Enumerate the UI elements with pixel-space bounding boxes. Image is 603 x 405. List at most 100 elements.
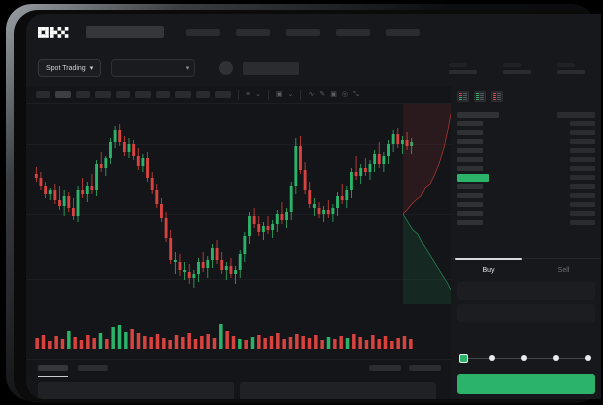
timeframe-button-6[interactable]	[135, 91, 151, 98]
camera-icon[interactable]: ▣	[330, 91, 337, 98]
timeframe-button-4[interactable]	[95, 91, 111, 98]
tab-sell-label: Sell	[557, 267, 570, 274]
ticker-stat-1-label	[449, 62, 467, 67]
orders-card-2[interactable]	[240, 382, 436, 399]
tab-buy[interactable]: Buy	[451, 258, 526, 282]
orderbook-last-price	[457, 173, 489, 182]
chart-gridline	[26, 214, 451, 215]
okx-logo-icon[interactable]	[38, 26, 72, 38]
orderbook-view-asks-icon[interactable]	[491, 91, 503, 102]
toolbar-divider-1	[238, 89, 239, 100]
bottom-tab-1[interactable]	[38, 365, 68, 371]
amount-slider-stop[interactable]	[521, 355, 527, 361]
price-chart[interactable]	[26, 104, 451, 359]
timeframe-button-3[interactable]	[76, 91, 90, 98]
order-amount-input[interactable]	[457, 304, 595, 322]
orderbook-bid-row[interactable]	[457, 182, 595, 191]
order-book[interactable]	[451, 107, 601, 227]
chart-type-icon[interactable]: ▣	[275, 91, 283, 98]
chevron-down-icon: ▾	[185, 65, 190, 72]
pair-select[interactable]: ▾	[111, 59, 196, 77]
amount-slider-stop[interactable]	[489, 355, 495, 361]
orderbook-ask-row[interactable]	[457, 119, 595, 128]
order-form	[451, 282, 601, 394]
timeframe-button-9[interactable]	[196, 91, 210, 98]
trading-mode-label: Spot Trading	[46, 64, 86, 72]
submit-buy-button[interactable]	[457, 374, 595, 394]
indicators-icon[interactable]: ≡	[246, 91, 251, 98]
tab-buy-label: Buy	[482, 267, 495, 274]
device-frame: Spot Trading ▾ ▾	[6, 4, 601, 403]
timeframe-button-8[interactable]	[175, 91, 191, 98]
order-form-tabs: Buy Sell	[451, 258, 601, 282]
pair-name-placeholder	[243, 61, 300, 75]
line-tool-icon[interactable]: ∿	[308, 91, 315, 98]
orderbook-bid-row[interactable]	[457, 191, 595, 200]
amount-slider-stop[interactable]	[553, 355, 559, 361]
app-screen: Spot Trading ▾ ▾	[26, 14, 601, 399]
chevron-down-icon: ▾	[89, 65, 94, 72]
orders-panel	[26, 359, 451, 399]
orderbook-last-price-row	[457, 173, 595, 182]
timeframe-button-7[interactable]	[156, 91, 170, 98]
nav-item-5[interactable]	[386, 28, 420, 36]
bottom-tab-2[interactable]	[78, 365, 108, 371]
trading-subheader: Spot Trading ▾ ▾	[26, 50, 601, 86]
amount-slider-handle[interactable]	[459, 354, 468, 363]
orderbook-col-price-header	[457, 111, 499, 118]
orders-card-1[interactable]	[38, 382, 234, 399]
chart-gridline	[26, 144, 451, 145]
okx-logo-glyph	[38, 26, 69, 38]
nav-item-4[interactable]	[336, 28, 370, 36]
orderbook-ask-row[interactable]	[457, 164, 595, 173]
tab-sell[interactable]: Sell	[526, 259, 601, 282]
volume-series	[35, 324, 413, 349]
pair-avatar	[219, 61, 234, 75]
amount-slider-stop[interactable]	[585, 355, 591, 361]
trading-mode-selector[interactable]: Spot Trading ▾	[38, 59, 102, 77]
settings-icon[interactable]: ◎	[341, 91, 348, 98]
market-depth-overlay	[403, 104, 451, 304]
global-search-input[interactable]	[86, 26, 164, 38]
ticker-stat-3-label	[557, 62, 575, 67]
chart-toolbar: ≡ ⌄ ▣ ⌄ ∿ ✎ ▣ ◎ ⤡	[26, 86, 451, 104]
timeframe-button-5[interactable]	[116, 91, 130, 98]
timeframe-button-1[interactable]	[36, 91, 50, 98]
ticker-stat-3-value	[557, 69, 585, 74]
nav-item-1[interactable]	[186, 28, 220, 36]
orderbook-bid-row[interactable]	[457, 200, 595, 209]
ticker-stat-2-label	[503, 62, 521, 67]
ticker-stat-1-value	[449, 69, 477, 74]
amount-slider[interactable]	[459, 354, 593, 364]
bottom-tab-1-underline	[38, 376, 68, 377]
orderbook-and-order-form: Buy Sell	[451, 86, 601, 399]
order-price-input[interactable]	[457, 282, 595, 300]
top-navigation-bar	[26, 14, 601, 50]
orderbook-ask-row[interactable]	[457, 137, 595, 146]
bottom-action-1[interactable]	[369, 365, 401, 371]
chevron-down-icon[interactable]: ⌄	[255, 91, 261, 98]
orderbook-view-bids-icon[interactable]	[474, 91, 486, 102]
toolbar-divider-3	[300, 89, 302, 100]
orderbook-col-size-header	[557, 111, 595, 118]
orderbook-view-both-icon[interactable]	[457, 91, 469, 102]
bottom-action-2[interactable]	[409, 365, 441, 371]
chevron-down-icon-2[interactable]: ⌄	[287, 91, 294, 98]
nav-item-2[interactable]	[236, 28, 270, 36]
pencil-icon[interactable]: ✎	[319, 91, 326, 98]
orderbook-bid-row[interactable]	[457, 218, 595, 227]
toolbar-divider-2	[267, 89, 269, 100]
fullscreen-icon[interactable]: ⤡	[352, 91, 359, 98]
orderbook-header-row	[457, 110, 595, 119]
timeframe-button-2[interactable]	[55, 91, 71, 98]
chart-gridline	[26, 279, 451, 280]
orderbook-ask-row[interactable]	[457, 146, 595, 155]
ticker-stat-2	[503, 62, 531, 74]
nav-item-3[interactable]	[286, 28, 320, 36]
orderbook-ask-row[interactable]	[457, 128, 595, 137]
ticker-stat-1	[449, 62, 477, 74]
timeframe-button-10[interactable]	[215, 91, 231, 98]
orderbook-ask-row[interactable]	[457, 155, 595, 164]
orderbook-bid-row[interactable]	[457, 209, 595, 218]
orderbook-view-toggles	[451, 86, 601, 107]
